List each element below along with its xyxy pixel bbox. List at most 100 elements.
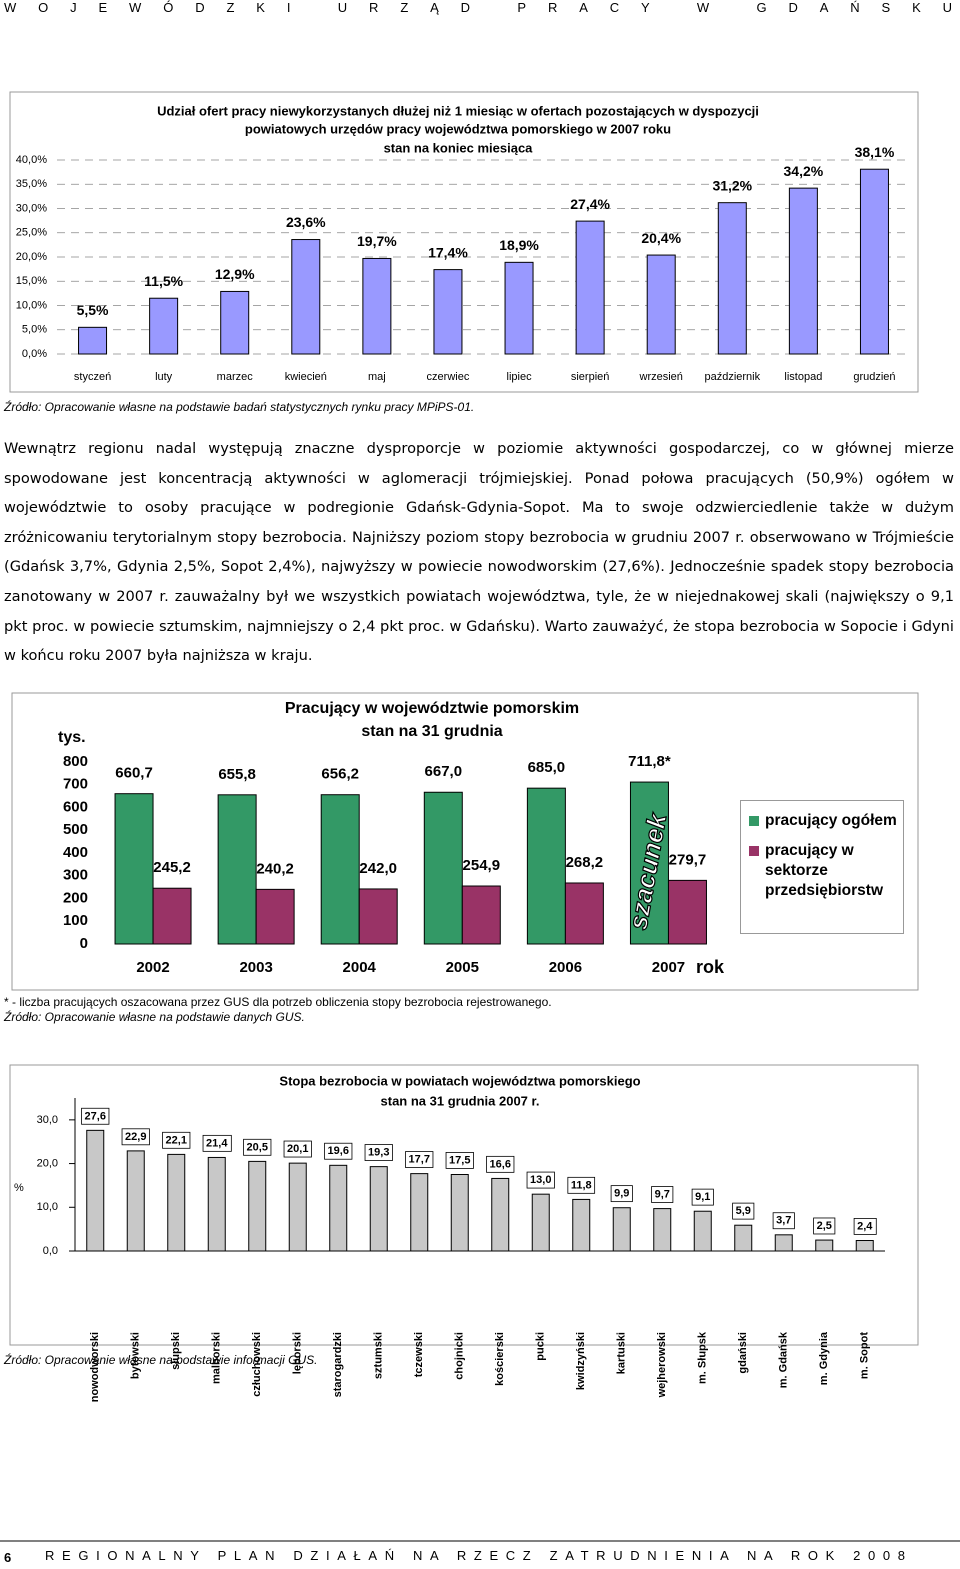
- value-label: 22,1: [166, 1134, 187, 1146]
- x-tick-label: 2002: [136, 959, 169, 976]
- x-tick-label: tczewski: [413, 1332, 425, 1377]
- y-tick-label: 300: [63, 867, 88, 884]
- bar: [575, 220, 605, 355]
- x-tick-label: grudzień: [853, 371, 895, 383]
- y-tick-label: 40,0%: [16, 154, 47, 166]
- bar: [693, 1210, 712, 1252]
- value-label-group: 20,1: [283, 1140, 312, 1158]
- value-label-box: [651, 1186, 674, 1203]
- value-label-box: [567, 1176, 596, 1194]
- value-label: 11,8: [571, 1179, 592, 1191]
- bar: [248, 1160, 267, 1252]
- x-tick-label: październik: [704, 371, 760, 383]
- value-label: 18,9%: [499, 237, 539, 253]
- value-label-group: 2,5: [813, 1217, 836, 1235]
- x-tick-label: m. Sopot: [859, 1332, 871, 1379]
- bar: [329, 1164, 348, 1252]
- value-label-box: [81, 1107, 110, 1125]
- bar: [653, 1208, 672, 1252]
- legend: pracujący ogółem pracujący w sektorze prz…: [740, 800, 904, 934]
- y-tick-label: 30,0: [37, 1114, 58, 1126]
- value-label: 2,4: [857, 1220, 873, 1232]
- value-label-group: 17,5: [445, 1152, 474, 1169]
- x-tick-label: marzec: [217, 371, 254, 383]
- footer-text: REGIONALNY PLAN DZIAŁAŃ NA RZECZ ZATRUDN…: [45, 1548, 905, 1563]
- value-label: 19,7%: [357, 233, 397, 249]
- value-label: 254,9: [463, 857, 501, 874]
- bar: [114, 793, 154, 945]
- y-tick-label: 100: [63, 912, 88, 929]
- value-label: 22,9: [125, 1131, 146, 1143]
- bar: [717, 202, 747, 355]
- value-label: 20,5: [247, 1141, 268, 1153]
- value-label: 240,2: [256, 860, 294, 877]
- value-label-group: 9,1: [691, 1188, 714, 1206]
- x-tick-label: pucki: [535, 1332, 547, 1361]
- value-label-box: [324, 1142, 353, 1160]
- chart-frame: [9, 91, 919, 393]
- value-label-box: [202, 1134, 232, 1152]
- value-label: 3,7: [776, 1215, 791, 1227]
- x-tick-label: wrzesień: [639, 371, 683, 383]
- value-label-box: [813, 1217, 836, 1235]
- y-tick-label: 5,0%: [22, 324, 47, 336]
- value-label: 23,6%: [286, 214, 326, 230]
- value-label: 279,7: [669, 851, 707, 868]
- page-number: 6: [4, 1550, 11, 1565]
- x-tick-label: lipiec: [507, 371, 533, 383]
- chart-frame: [9, 1064, 919, 1346]
- x-tick-label: starogardzki: [332, 1332, 344, 1397]
- value-label: 17,7: [409, 1154, 430, 1166]
- value-label: 20,4%: [641, 230, 681, 246]
- x-tick-label: styczeń: [74, 371, 111, 383]
- bar: [564, 882, 604, 945]
- chart-title: Stopa bezrobocia w powiatach województwa…: [279, 1073, 640, 1088]
- legend-label: pracujący ogółem: [765, 812, 897, 829]
- bar: [369, 1166, 388, 1252]
- value-label: 19,6: [328, 1145, 349, 1157]
- value-label: 9,9: [614, 1188, 629, 1200]
- x-tick-label: wejherowski: [656, 1332, 668, 1398]
- x-tick-label: 2004: [343, 959, 377, 976]
- bar: [433, 269, 463, 355]
- y-tick-label: 20,0%: [16, 251, 47, 263]
- value-label: 19,3: [368, 1147, 389, 1159]
- x-tick-label: m. Słupsk: [697, 1331, 709, 1384]
- value-label-group: 19,3: [364, 1144, 393, 1161]
- value-label-group: 9,9: [610, 1185, 633, 1203]
- value-label: 656,2: [321, 766, 359, 783]
- y-tick-label: 20,0: [37, 1157, 58, 1169]
- value-label-group: 22,9: [121, 1128, 150, 1146]
- bar: [149, 297, 179, 355]
- legend-swatch: [749, 816, 759, 826]
- value-label: 27,6: [85, 1110, 106, 1122]
- value-label: 711,8*: [628, 753, 671, 770]
- bar: [855, 1240, 874, 1252]
- value-label: 12,9%: [215, 266, 255, 282]
- value-label-box: [610, 1185, 633, 1203]
- legend-item: pracujący w sektorze przedsiębiorstw: [749, 841, 897, 901]
- chart-title: stan na 31 grudnia: [361, 723, 502, 740]
- x-tick-label: człuchowski: [251, 1332, 263, 1397]
- x-tick-label: luty: [155, 371, 173, 383]
- paragraph: Wewnątrz regionu nadal występują znaczne…: [4, 440, 954, 665]
- bar: [526, 787, 566, 945]
- x-tick-label: czerwiec: [427, 371, 470, 383]
- legend-swatch: [749, 846, 759, 856]
- bar: [362, 257, 392, 355]
- y-tick-label: 700: [63, 776, 88, 793]
- value-label: 685,0: [528, 759, 566, 776]
- y-tick-label: 0,0: [43, 1245, 58, 1257]
- value-label: 27,4%: [570, 196, 610, 212]
- value-label-group: 5,9: [732, 1202, 755, 1220]
- value-label: 667,0: [425, 763, 463, 780]
- bar: [126, 1150, 145, 1252]
- bar: [288, 1162, 307, 1252]
- x-tick-label: lęborski: [292, 1332, 304, 1374]
- value-label: 9,1: [695, 1191, 710, 1203]
- value-label-group: 17,7: [405, 1151, 434, 1168]
- value-label-box: [445, 1152, 474, 1169]
- x-tick-label: sierpień: [571, 371, 610, 383]
- value-label-group: 16,6: [486, 1155, 515, 1173]
- x-axis-label: rok: [696, 957, 725, 977]
